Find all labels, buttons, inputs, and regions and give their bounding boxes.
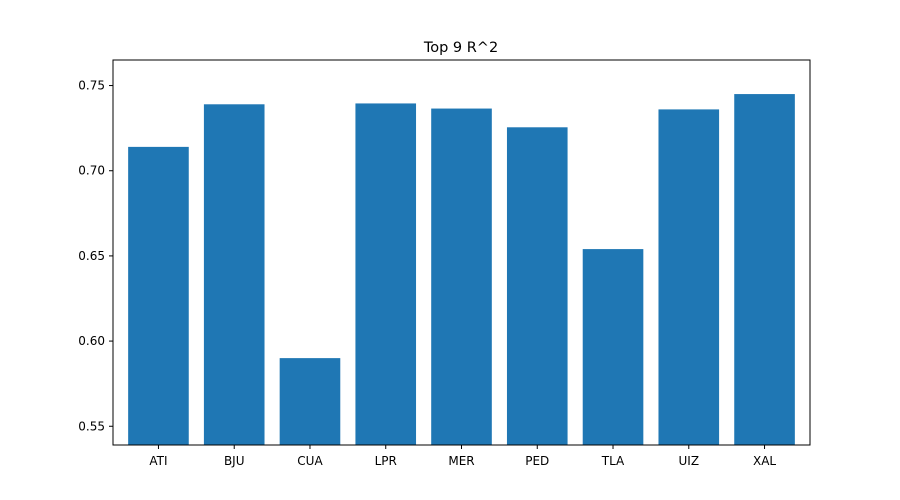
y-tick-label-1: 0.60 — [78, 334, 105, 348]
plot-frame — [112, 59, 811, 446]
bar-ped — [506, 127, 568, 445]
x-tick-label-ati: ATI — [149, 454, 167, 468]
bar-lpr — [355, 103, 417, 445]
bar-uiz — [658, 109, 720, 446]
x-tick-label-xal: XAL — [753, 454, 776, 468]
bars-group — [128, 94, 795, 446]
bar-mer — [431, 108, 492, 446]
x-tick-label-tla: TLA — [601, 454, 625, 468]
x-axis: ATI BJU CUA LPR MER PED TLA UIZ XAL — [149, 445, 776, 468]
x-tick-label-ped: PED — [525, 454, 549, 468]
x-tick-label-bju: BJU — [224, 454, 245, 468]
bar-bju — [203, 104, 265, 445]
x-tick-label-cua: CUA — [297, 454, 323, 468]
y-tick-label-2: 0.65 — [78, 249, 105, 263]
x-tick-label-mer: MER — [448, 454, 474, 468]
y-tick-label-4: 0.75 — [78, 79, 105, 93]
y-tick-label-3: 0.70 — [78, 164, 105, 178]
y-axis: 0.55 0.60 0.65 0.70 0.75 — [78, 79, 113, 433]
x-tick-label-lpr: LPR — [375, 454, 397, 468]
bar-ati — [128, 146, 189, 445]
bar-xal — [734, 94, 795, 445]
bar-tla — [582, 249, 644, 445]
x-tick-label-uiz: UIZ — [679, 454, 700, 468]
y-tick-label-0: 0.55 — [78, 419, 105, 433]
chart-title: Top 9 R^2 — [423, 40, 498, 56]
bar-cua — [279, 358, 341, 445]
